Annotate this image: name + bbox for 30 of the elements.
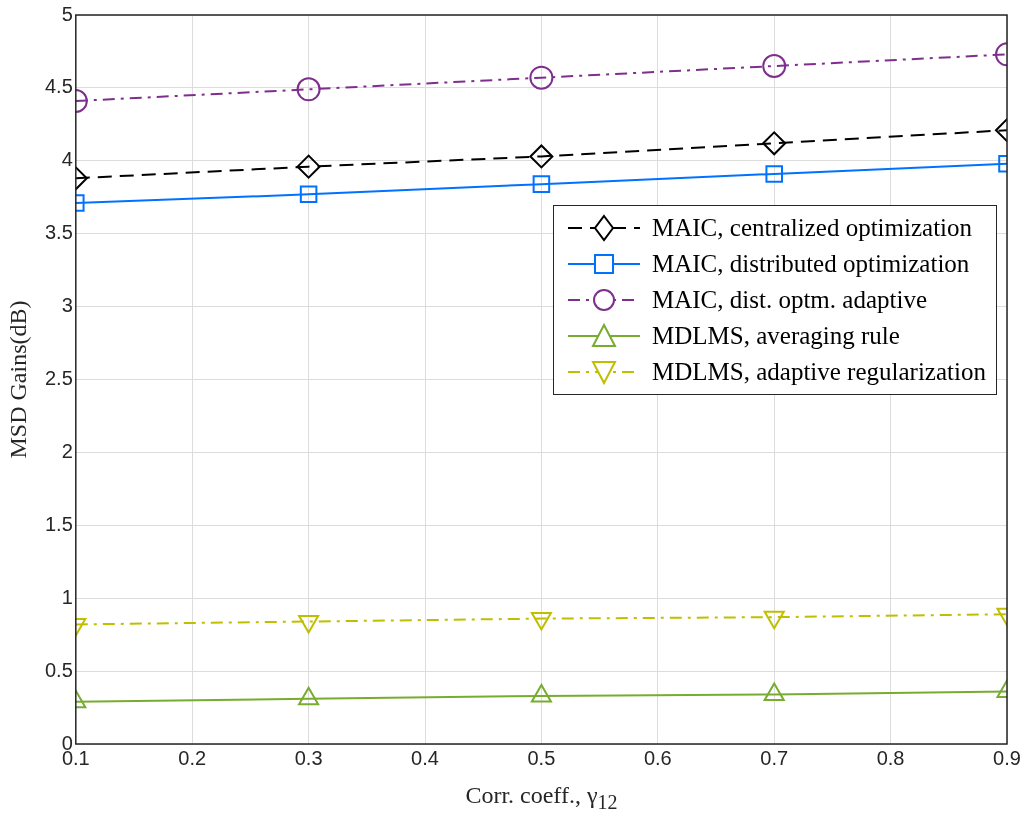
x-tick-label: 0.6: [643, 746, 672, 769]
x-tick-label: 0.4: [411, 746, 439, 769]
point: [530, 683, 552, 703]
x-tick-label: 0.2: [178, 746, 207, 769]
y-tick-label: 5: [61, 2, 73, 25]
y-tick-label: 2: [61, 439, 73, 462]
legend-label: MAIC, centralized optimization: [652, 213, 973, 242]
y-tick-label: 4.5: [44, 75, 73, 98]
legend-label: MAIC, distributed optimization: [652, 249, 970, 278]
y-tick-label: 2.5: [44, 367, 73, 390]
point: [532, 175, 551, 193]
y-tick-label: 1: [61, 585, 73, 608]
x-tick-label: 0.9: [993, 746, 1021, 769]
point: [529, 144, 554, 169]
x-tick-label: 0.8: [876, 746, 905, 769]
y-tick-label: 3: [61, 294, 73, 317]
legend-label: MDLMS, adaptive regularization: [652, 357, 986, 386]
x-tick-label: 0.3: [294, 746, 323, 769]
x-axis-title: Corr. coeff., γ$_{12}$: [465, 782, 618, 814]
legend-label: MAIC, dist. optm. adaptive: [652, 285, 927, 314]
y-tick-label: 4: [61, 148, 73, 171]
y-tick-label: 0.5: [44, 658, 73, 681]
x-tick-label: 0.5: [527, 746, 556, 769]
y-tick-label: 1.5: [44, 512, 73, 535]
legend-label: MDLMS, averaging rule: [652, 321, 900, 350]
point: [529, 65, 554, 90]
x-tick-label: 0.7: [760, 746, 789, 769]
point: [298, 686, 320, 706]
y-tick-label: 3.5: [44, 221, 73, 244]
y-axis-title: MSD Gains(dB): [4, 300, 32, 459]
